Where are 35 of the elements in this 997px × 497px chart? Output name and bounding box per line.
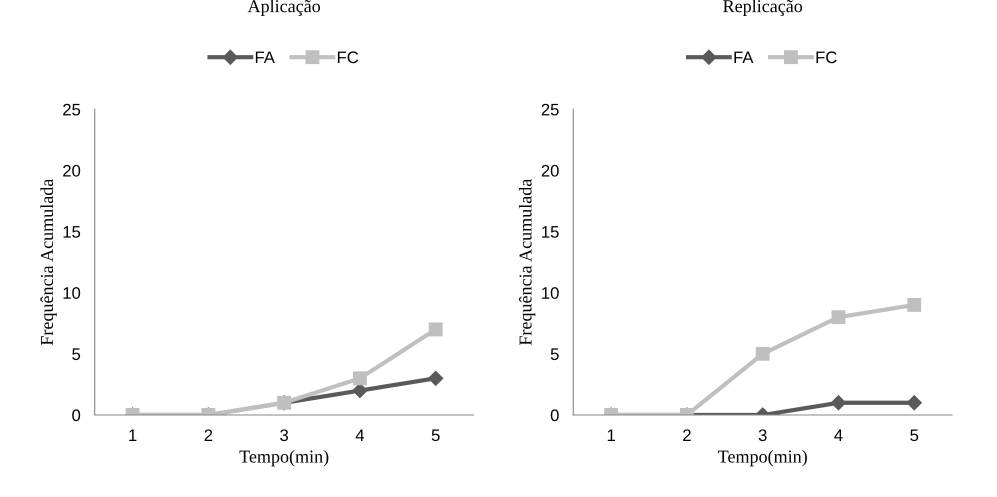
x-tick-label: 2 <box>683 429 691 441</box>
legend-label: FA <box>256 52 275 64</box>
y-tick-label: 15 <box>64 226 80 238</box>
x-tick-label: 3 <box>280 429 288 442</box>
y-tick-label: 5 <box>72 348 80 360</box>
y-tick-label: 0 <box>550 409 559 422</box>
legend-label: FC <box>338 51 358 64</box>
x-tick-label: 4 <box>834 429 843 441</box>
y-tick-label: 10 <box>542 287 559 299</box>
y-tick-label: 25 <box>542 104 559 116</box>
x-tick-label: 5 <box>432 429 440 442</box>
x-axis-title: Tempo(min) <box>239 450 328 466</box>
y-tick-label: 25 <box>63 104 80 116</box>
y-tick-label: 20 <box>63 164 80 177</box>
x-tick-label: 3 <box>758 429 767 442</box>
x-tick-label: 1 <box>129 429 136 441</box>
chart-title: Replicação <box>723 0 802 16</box>
point <box>352 371 367 386</box>
x-tick-label: 5 <box>910 429 918 442</box>
point <box>428 322 443 336</box>
y-tick-label: 10 <box>64 287 80 299</box>
y-axis-title: Frequência Acumulada <box>518 178 536 346</box>
x-tick-label: 1 <box>608 429 615 441</box>
x-tick-label: 2 <box>204 429 212 441</box>
x-tick-label: 4 <box>356 429 364 441</box>
y-tick-label: 5 <box>550 348 559 360</box>
chart-title: Aplicação <box>248 0 320 16</box>
x-axis-title: Tempo(min) <box>718 450 807 466</box>
y-axis-title: Frequência Acumulada <box>40 178 57 346</box>
y-tick-label: 0 <box>72 409 80 422</box>
legend-label: FC <box>816 51 837 64</box>
y-tick-label: 20 <box>542 164 559 177</box>
point <box>428 370 444 386</box>
y-tick-label: 15 <box>542 226 559 238</box>
legend-label: FA <box>734 52 754 64</box>
